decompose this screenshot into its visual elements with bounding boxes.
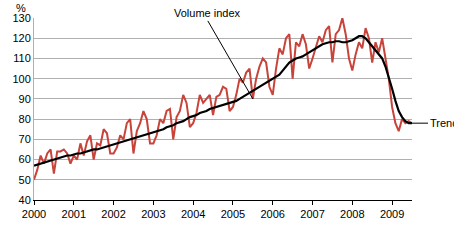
svg-text:40: 40	[19, 194, 31, 206]
svg-text:50: 50	[19, 174, 31, 186]
svg-text:2008: 2008	[340, 208, 364, 220]
svg-text:2009: 2009	[380, 208, 404, 220]
svg-text:2005: 2005	[221, 208, 245, 220]
svg-text:2002: 2002	[101, 208, 125, 220]
svg-text:Trend: Trend	[430, 117, 454, 129]
svg-text:Volume index: Volume index	[174, 7, 241, 19]
svg-text:2006: 2006	[260, 208, 284, 220]
svg-text:2007: 2007	[300, 208, 324, 220]
svg-text:2004: 2004	[181, 208, 205, 220]
svg-text:120: 120	[12, 32, 30, 44]
svg-text:80: 80	[19, 113, 31, 125]
svg-text:2000: 2000	[22, 208, 46, 220]
svg-text:90: 90	[19, 93, 31, 105]
svg-text:2001: 2001	[62, 208, 86, 220]
svg-text:100: 100	[12, 73, 30, 85]
svg-text:%: %	[16, 2, 26, 14]
svg-text:2003: 2003	[141, 208, 165, 220]
svg-text:110: 110	[13, 52, 31, 64]
svg-text:130: 130	[12, 12, 30, 24]
svg-text:60: 60	[19, 153, 31, 165]
svg-text:70: 70	[19, 133, 31, 145]
